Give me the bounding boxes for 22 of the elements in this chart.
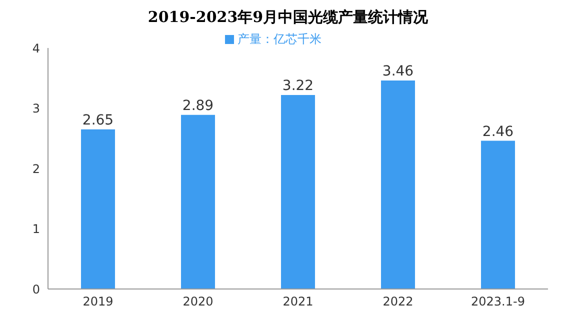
y-tick-label: 4 bbox=[32, 41, 40, 56]
data-label: 2.89 bbox=[182, 98, 214, 114]
y-tick-label: 1 bbox=[32, 222, 40, 236]
x-tick-label: 2020 bbox=[182, 294, 214, 309]
bar bbox=[81, 129, 115, 289]
y-tick-label: 3 bbox=[32, 102, 40, 116]
legend-label: 产量：亿芯千米 bbox=[238, 32, 322, 46]
x-tick-label: 2023.1-9 bbox=[471, 294, 525, 309]
y-tick-label: 0 bbox=[32, 282, 40, 296]
data-label: 2.65 bbox=[82, 112, 114, 128]
y-tick-label: 2 bbox=[32, 162, 40, 176]
bar bbox=[281, 94, 315, 289]
data-label: 2.46 bbox=[482, 124, 514, 140]
x-tick-label: 2019 bbox=[82, 294, 114, 309]
x-tick-label: 2021 bbox=[282, 294, 314, 309]
chart-title: 2019-2023年9月中国光缆产量统计情况 bbox=[146, 8, 430, 27]
bar bbox=[481, 140, 515, 289]
bar bbox=[381, 80, 415, 289]
data-label: 3.22 bbox=[282, 78, 314, 94]
x-tick-label: 2022 bbox=[382, 294, 414, 309]
data-label: 3.46 bbox=[382, 64, 414, 80]
bar bbox=[181, 114, 215, 289]
